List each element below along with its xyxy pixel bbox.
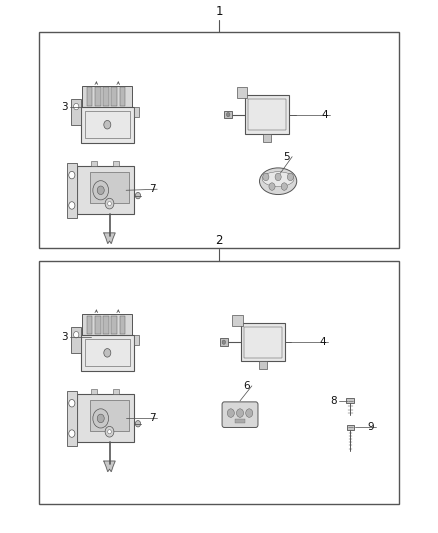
Circle shape	[104, 120, 111, 129]
Circle shape	[237, 409, 244, 417]
Text: 3: 3	[61, 332, 68, 342]
Circle shape	[108, 201, 111, 206]
Bar	[120, 87, 125, 106]
Bar	[232, 315, 243, 326]
Circle shape	[287, 173, 293, 181]
Circle shape	[105, 198, 114, 209]
Circle shape	[135, 421, 141, 427]
Text: 8: 8	[330, 396, 337, 406]
Bar	[263, 134, 271, 142]
Bar	[90, 400, 130, 431]
Circle shape	[97, 414, 104, 423]
Bar	[111, 316, 117, 334]
Bar	[85, 339, 130, 366]
Bar	[113, 389, 119, 394]
Circle shape	[281, 183, 287, 190]
Circle shape	[246, 409, 253, 417]
Bar	[346, 399, 354, 403]
Bar	[113, 161, 119, 166]
Bar	[87, 316, 92, 334]
Circle shape	[69, 400, 75, 407]
Circle shape	[74, 332, 79, 338]
Bar	[95, 87, 100, 106]
Text: 4: 4	[319, 337, 326, 347]
Bar	[241, 323, 285, 361]
Bar	[67, 391, 77, 446]
Ellipse shape	[262, 172, 294, 187]
Circle shape	[227, 409, 234, 417]
Bar	[82, 86, 132, 107]
Text: 3: 3	[61, 102, 68, 111]
Circle shape	[104, 349, 111, 357]
Circle shape	[93, 409, 109, 428]
Circle shape	[263, 173, 269, 181]
Text: 1: 1	[215, 5, 223, 18]
Bar	[111, 87, 117, 106]
Bar	[95, 316, 100, 334]
Bar	[235, 419, 245, 423]
Circle shape	[69, 201, 75, 209]
Bar	[77, 166, 134, 214]
Circle shape	[135, 192, 141, 199]
Circle shape	[74, 103, 79, 110]
Bar	[120, 316, 125, 334]
Bar	[81, 335, 134, 371]
Circle shape	[69, 430, 75, 437]
Bar	[134, 107, 139, 117]
Bar	[259, 361, 267, 369]
Circle shape	[97, 186, 104, 195]
Bar	[85, 111, 130, 138]
Text: 7: 7	[148, 414, 155, 423]
Circle shape	[275, 173, 281, 181]
Text: 9: 9	[367, 423, 374, 432]
Ellipse shape	[259, 168, 297, 195]
Bar	[39, 32, 399, 248]
Bar	[103, 87, 109, 106]
Bar	[67, 163, 77, 218]
Bar	[347, 425, 354, 430]
Text: 4: 4	[321, 110, 328, 119]
Circle shape	[69, 172, 75, 179]
Bar	[224, 111, 232, 118]
Circle shape	[105, 426, 114, 437]
Circle shape	[269, 183, 275, 190]
Bar	[90, 172, 130, 203]
Bar	[103, 316, 109, 334]
Polygon shape	[104, 461, 115, 472]
FancyBboxPatch shape	[222, 402, 258, 427]
Circle shape	[226, 112, 230, 117]
Bar	[91, 389, 97, 394]
Text: 2: 2	[215, 234, 223, 247]
Bar	[71, 327, 81, 353]
Bar	[87, 87, 92, 106]
Bar	[237, 87, 247, 98]
Text: 5: 5	[283, 152, 290, 161]
Bar	[91, 161, 97, 166]
Bar	[81, 107, 134, 143]
Bar	[245, 95, 289, 134]
Bar	[220, 338, 228, 346]
Bar	[248, 99, 286, 130]
Circle shape	[222, 340, 226, 344]
Circle shape	[93, 181, 109, 200]
Circle shape	[108, 430, 111, 434]
Bar	[39, 261, 399, 504]
Bar	[82, 314, 132, 335]
Bar	[71, 99, 81, 125]
Polygon shape	[104, 233, 115, 244]
Bar	[244, 327, 282, 358]
Bar	[77, 394, 134, 442]
Bar	[134, 335, 139, 345]
Text: 6: 6	[243, 381, 250, 391]
Text: 7: 7	[148, 184, 155, 194]
